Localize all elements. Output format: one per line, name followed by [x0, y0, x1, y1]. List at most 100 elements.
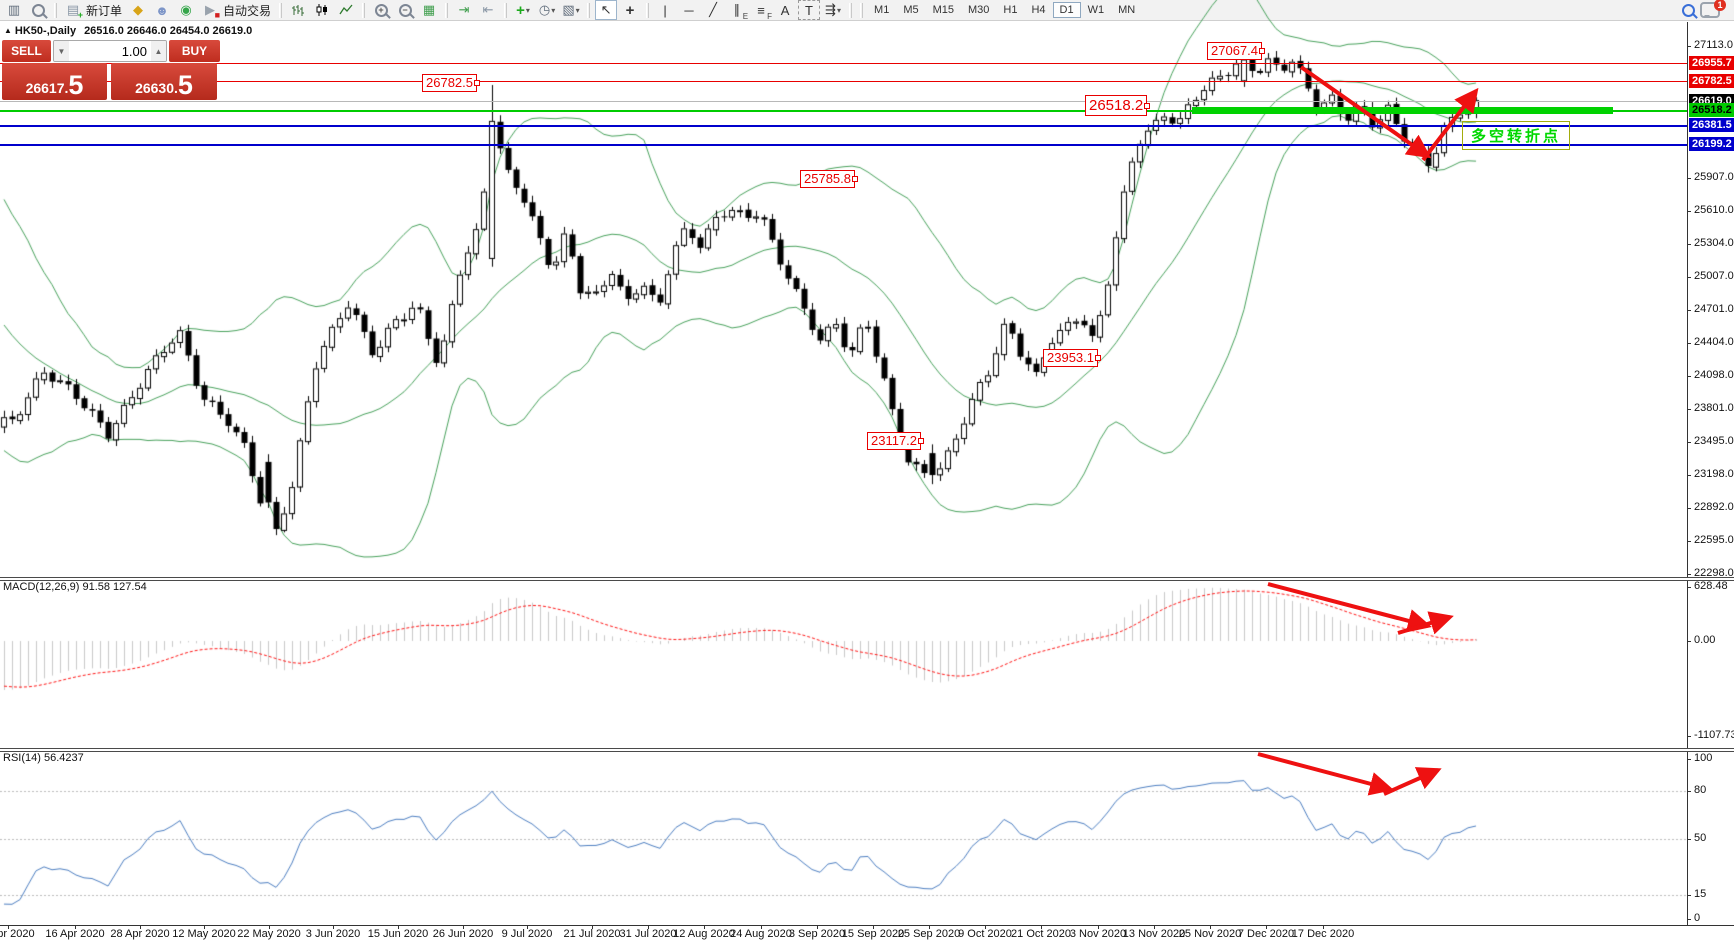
- date-tick-label: 13 Nov 2020: [1122, 928, 1186, 940]
- trend-arrow-down-macd[interactable]: [1267, 582, 1432, 633]
- date-tick-label: 21 Jul 2020: [563, 928, 621, 940]
- rsi-indicator-label: RSI(14) 56.4237: [3, 752, 84, 764]
- sell-button[interactable]: SELL: [2, 40, 51, 62]
- axis-tick-mark: [1687, 895, 1691, 896]
- axis-tick-label: 25304.0: [1694, 237, 1734, 249]
- rsi-pane-separator[interactable]: [0, 748, 1734, 752]
- trend-arrow-down-main[interactable]: [1299, 65, 1432, 159]
- date-tick-mark: [873, 925, 874, 929]
- axis-tick-label: 22298.0: [1694, 567, 1734, 579]
- thick-support-segment[interactable]: [1192, 107, 1613, 114]
- date-tick-mark: [1210, 925, 1211, 929]
- time-axis-border: [0, 925, 1734, 926]
- volume-stepper: ▼ ▲: [53, 40, 167, 62]
- date-tick-label: 22 May 2020: [237, 928, 301, 940]
- buy-price-box[interactable]: 26630. 5: [111, 63, 217, 100]
- support-line-26518[interactable]: [0, 110, 1687, 112]
- chart-title-text: HK50-,Daily: [14, 25, 77, 37]
- support-line-26199[interactable]: [0, 144, 1687, 146]
- date-tick-mark: [398, 925, 399, 929]
- one-click-trade-panel: SELL ▼ ▲ BUY 26617.5 26630.5: [2, 40, 220, 100]
- date-tick-mark: [75, 925, 76, 929]
- resistance-line-26782[interactable]: [0, 81, 1687, 82]
- price-level-label-26782-5[interactable]: 26782.5: [422, 74, 480, 92]
- sell-price-box[interactable]: 26617. 5: [2, 63, 107, 100]
- axis-tick-mark: [1687, 759, 1691, 760]
- macd-indicator-label: MACD(12,26,9) 91.58 127.54: [3, 581, 147, 593]
- axis-tick-mark: [1687, 475, 1691, 476]
- axis-tick-mark: [1687, 587, 1691, 588]
- price-level-label-25785-8[interactable]: 25785.8: [800, 170, 858, 188]
- date-tick-label: 21 Oct 2020: [1011, 928, 1071, 940]
- price-level-label-26518-2[interactable]: 26518.2: [1085, 95, 1151, 116]
- axis-tick-mark: [1687, 574, 1691, 575]
- date-tick-mark: [929, 925, 930, 929]
- axis-tick-mark: [1687, 919, 1691, 920]
- axis-tick-label: 628.48: [1694, 580, 1728, 592]
- trend-arrow-down-rsi[interactable]: [1257, 752, 1394, 796]
- date-tick-label: 25 Sep 2020: [897, 928, 961, 940]
- volume-input[interactable]: [69, 41, 151, 61]
- date-tick-label: 7 Dec 2020: [1237, 928, 1295, 940]
- price-level-label-27067-4[interactable]: 27067.4: [1207, 42, 1265, 60]
- date-tick-mark: [817, 925, 818, 929]
- date-tick-mark: [1266, 925, 1267, 929]
- axis-tick-label: 24098.0: [1694, 369, 1734, 381]
- date-tick-label: 28 Apr 2020: [110, 928, 170, 940]
- price-level-label-23117-2[interactable]: 23117.2: [867, 432, 925, 450]
- price-tag-26955-7: 26955.7: [1689, 56, 1734, 70]
- turning-point-annotation[interactable]: 多空转折点: [1462, 121, 1571, 150]
- price-tag-26782-5: 26782.5: [1689, 74, 1734, 88]
- buy-button[interactable]: BUY: [169, 40, 220, 62]
- axis-tick-label: -1107.73: [1694, 729, 1734, 741]
- date-tick-label: 25 Nov 2020: [1178, 928, 1242, 940]
- axis-tick-mark: [1687, 343, 1691, 344]
- axis-tick-label: 24404.0: [1694, 336, 1734, 348]
- price-axis-border: [1687, 22, 1688, 925]
- axis-tick-mark: [1687, 541, 1691, 542]
- date-tick-mark: [704, 925, 705, 929]
- current-price-line[interactable]: [0, 101, 1687, 102]
- symbol-arrow-icon: ▲: [4, 26, 12, 35]
- date-tick-label: 3 Sep 2020: [788, 928, 846, 940]
- sell-price-big-digit: 5: [68, 70, 84, 100]
- date-tick-label: 3 Nov 2020: [1069, 928, 1127, 940]
- axis-tick-label: 23801.0: [1694, 402, 1734, 414]
- date-tick-mark: [648, 925, 649, 929]
- axis-tick-label: 22595.0: [1694, 534, 1734, 546]
- axis-tick-label: 22892.0: [1694, 501, 1734, 513]
- axis-tick-mark: [1687, 178, 1691, 179]
- axis-tick-label: 25610.0: [1694, 204, 1734, 216]
- axis-tick-label: 15: [1694, 888, 1707, 900]
- buy-price-int: 26630: [135, 80, 174, 96]
- trend-arrow-up-macd[interactable]: [1397, 611, 1454, 635]
- macd-pane-separator[interactable]: [0, 577, 1734, 581]
- buy-price-dot: .: [174, 80, 178, 96]
- resistance-line-26955[interactable]: [0, 63, 1687, 64]
- volume-decrease-button[interactable]: ▼: [54, 41, 69, 61]
- buy-price-big-digit: 5: [177, 70, 193, 100]
- date-tick-mark: [985, 925, 986, 929]
- axis-tick-label: 23495.0: [1694, 435, 1734, 447]
- date-tick-label: 31 Jul 2020: [619, 928, 677, 940]
- axis-tick-mark: [1687, 46, 1691, 47]
- axis-tick-mark: [1687, 508, 1691, 509]
- trend-arrow-up-rsi[interactable]: [1383, 767, 1442, 796]
- date-tick-mark: [1154, 925, 1155, 929]
- volume-increase-button[interactable]: ▲: [151, 41, 166, 61]
- date-tick-mark: [8, 925, 9, 929]
- date-tick-mark: [463, 925, 464, 929]
- date-tick-label: 17 Dec 2020: [1291, 928, 1355, 940]
- date-tick-label: 9 Jul 2020: [501, 928, 553, 940]
- trend-arrow-up-main[interactable]: [1421, 87, 1479, 162]
- axis-tick-mark: [1687, 442, 1691, 443]
- support-line-26381[interactable]: [0, 125, 1687, 127]
- date-tick-label: 12 Aug 2020: [673, 928, 735, 940]
- sell-price-int: 26617: [25, 80, 65, 96]
- price-level-label-23953-1[interactable]: 23953.1: [1043, 349, 1101, 367]
- axis-tick-mark: [1687, 409, 1691, 410]
- axis-tick-label: 100: [1694, 752, 1713, 764]
- axis-tick-label: 0.00: [1694, 634, 1716, 646]
